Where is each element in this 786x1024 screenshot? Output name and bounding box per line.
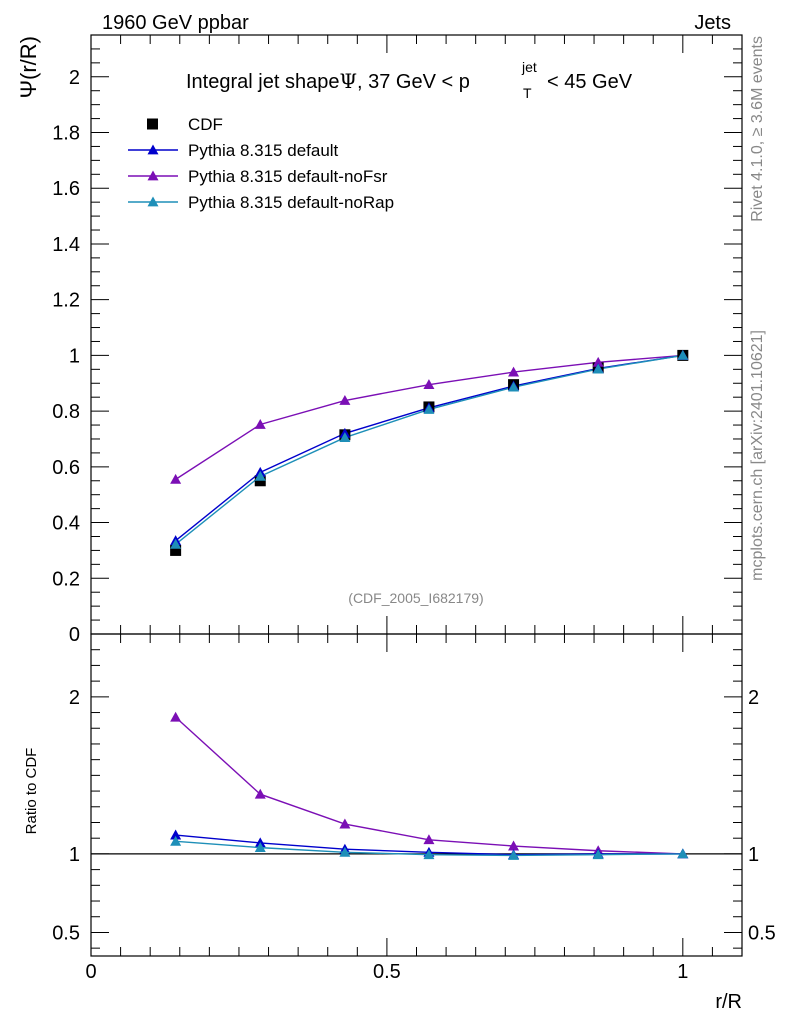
mc-marker-point	[170, 538, 182, 549]
mc-marker-point	[508, 366, 520, 377]
ratio-marker-point	[254, 788, 266, 799]
ratio-y-tick-label-right: 1	[748, 844, 759, 866]
ratio-line	[175, 716, 683, 855]
main-y-tick-label: 0.6	[52, 457, 80, 479]
legend-marker	[147, 170, 159, 181]
title-pre: Integral jet shape	[186, 71, 339, 93]
ratio-y-ticks: 0.5 0.5 1 1 2 2	[52, 649, 776, 949]
mc-marker-point	[339, 432, 351, 442]
main-y-tick-label: 1	[69, 345, 80, 367]
legend-label: CDF	[188, 115, 223, 134]
title-mid: , 37 GeV < p	[357, 71, 470, 93]
ratio-marker-point	[423, 849, 435, 860]
chart-title: Integral jet shapeΨ, 37 GeV < p	[186, 69, 470, 93]
mcplots-label: mcplots.cern.ch [arXiv:2401.10621]	[749, 330, 766, 581]
mc-marker-point	[170, 473, 182, 484]
header-right: Jets	[694, 12, 731, 34]
legend-label: Pythia 8.315 default	[188, 141, 339, 160]
ratio-frame	[90, 633, 743, 957]
main-y-tick-label: 1.6	[52, 178, 80, 200]
main-y-tick-label: 1.4	[52, 234, 80, 256]
ratio-marker-point	[170, 835, 182, 846]
ratio-marker-point	[254, 842, 266, 853]
title-psi: Ψ	[339, 69, 357, 93]
series-line-pythia-8.315-default-nofsr	[175, 354, 683, 480]
legend: CDF Pythia 8.315 default Pythia 8.315 defa…	[128, 115, 394, 212]
ratio-marker-point	[508, 849, 520, 860]
x-tick-label: 0.5	[373, 961, 401, 983]
ratio-y-tick-label-left: 1	[69, 844, 80, 866]
main-y-ticks: 0 0.2 0.4 0.6 0.8 1 1.2 1.4 1.6 1.8 2	[52, 34, 742, 646]
header-left: 1960 GeV ppbar	[102, 12, 249, 34]
ratio-marker-point	[170, 829, 182, 840]
main-y-tick-label: 0.2	[52, 568, 80, 590]
x-ticks: 0 0.5 1	[85, 35, 743, 983]
ratio-y-tick-label-right: 0.5	[748, 922, 776, 944]
mc-marker-point	[254, 470, 266, 481]
ratio-marker-point	[592, 849, 604, 860]
mc-marker-point	[677, 349, 689, 360]
mc-marker-point	[508, 381, 520, 392]
legend-marker-cdf	[147, 118, 158, 130]
main-y-tick-label: 1.8	[52, 123, 80, 145]
main-y-tick-label: 0.8	[52, 401, 80, 423]
main-y-tick-label: 1.2	[52, 290, 80, 312]
x-axis-label: r/R	[715, 991, 742, 1013]
main-y-tick-label: 2	[69, 67, 80, 89]
mc-marker-point	[423, 379, 435, 390]
mc-marker-point	[423, 403, 435, 414]
ratio-marker-point	[339, 818, 351, 829]
ratio-marker-point	[508, 840, 520, 851]
title-post: < 45 GeV	[547, 71, 633, 93]
main-y-tick-label: 0.4	[52, 513, 80, 535]
ratio-marker-point	[339, 846, 351, 857]
title-sup: jet	[521, 59, 537, 75]
ratio-marker-point	[677, 848, 689, 859]
cdf-data-point	[170, 544, 182, 556]
legend-label: Pythia 8.315 default-noFsr	[188, 167, 388, 186]
ratio-y-axis-label: Ratio to CDF	[23, 748, 40, 835]
x-tick-label: 0	[85, 961, 96, 983]
mc-marker-point	[592, 356, 604, 367]
main-y-tick-label: 0	[69, 624, 80, 646]
ratio-marker-point	[423, 834, 435, 845]
x-tick-label: 1	[677, 961, 688, 983]
analysis-watermark: (CDF_2005_I682179)	[348, 590, 483, 606]
cdf-data-point	[254, 475, 266, 487]
ratio-marker-point	[170, 711, 182, 722]
ratio-y-tick-label-right: 2	[748, 687, 759, 709]
rivet-version-label: Rivet 4.1.0, ≥ 3.6M events	[749, 36, 766, 222]
legend-marker	[147, 144, 159, 155]
ratio-y-tick-label-left: 0.5	[52, 922, 80, 944]
mc-marker-point	[254, 418, 266, 429]
mc-marker-point	[592, 363, 604, 374]
main-series	[170, 349, 689, 556]
main-y-axis-label: Ψ(r/R)	[16, 36, 41, 98]
mc-marker-point	[339, 395, 351, 405]
ratio-series	[170, 711, 689, 860]
legend-marker	[147, 196, 159, 207]
ratio-y-tick-label-left: 2	[69, 687, 80, 709]
title-sub: T	[523, 85, 532, 101]
legend-label: Pythia 8.315 default-noRap	[188, 193, 394, 212]
